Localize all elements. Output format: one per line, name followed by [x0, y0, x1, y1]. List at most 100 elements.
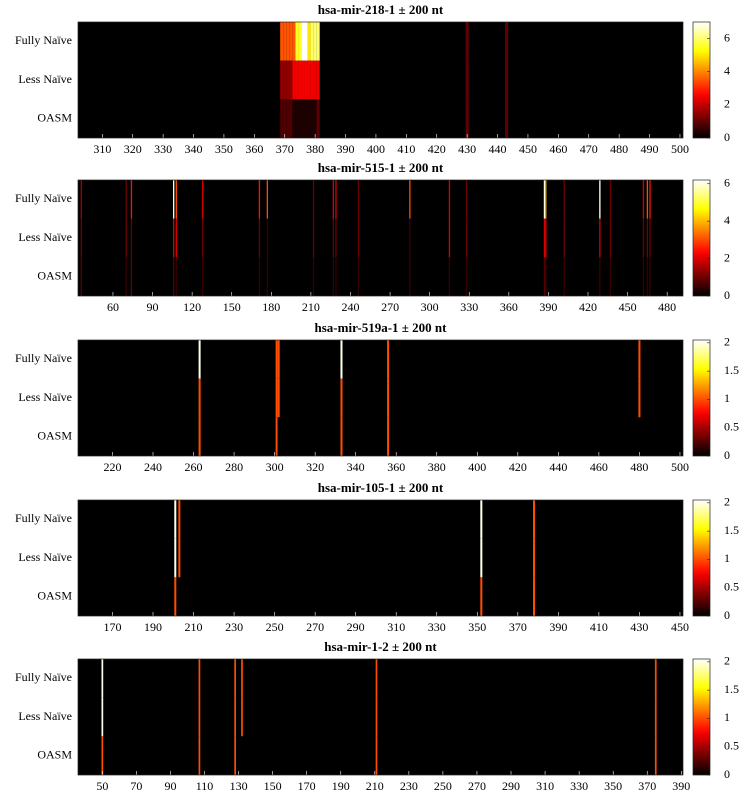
x-tick-label: 480	[610, 142, 628, 156]
x-tick-label: 330	[570, 779, 588, 793]
row-label: OASM	[37, 268, 72, 282]
x-tick-label: 420	[509, 460, 527, 474]
colorbar-tick-label: 0	[724, 608, 730, 622]
x-tick-label: 150	[264, 779, 282, 793]
x-tick-label: 170	[103, 620, 121, 634]
heatmap-cell	[174, 538, 177, 578]
x-tick-label: 430	[458, 142, 476, 156]
heatmap-cell	[277, 417, 280, 456]
x-tick-label: 310	[536, 779, 554, 793]
heatmap-cell	[316, 22, 320, 61]
x-tick-label: 60	[107, 300, 119, 314]
colorbar	[692, 21, 711, 139]
heatmap-cell	[409, 218, 411, 258]
colorbar-tick-label: 0.5	[724, 579, 739, 593]
heatmap-cell	[178, 538, 181, 578]
heatmap-cell	[654, 659, 657, 698]
heatmap-cell	[448, 257, 451, 296]
heatmap-background	[78, 340, 683, 456]
heatmap-cell	[609, 180, 612, 219]
heatmap-cell	[642, 257, 645, 296]
colorbar-tick-label: 6	[724, 175, 730, 189]
heatmap-cell	[307, 60, 311, 100]
x-tick-label: 180	[262, 300, 280, 314]
heatmap-cell	[599, 218, 601, 258]
x-tick-label: 470	[580, 142, 598, 156]
heatmap-background	[78, 500, 683, 616]
heatmap-cell	[312, 180, 315, 219]
chart-title: hsa-mir-218-1 ± 200 nt	[318, 2, 444, 17]
heatmap-cell	[387, 340, 390, 379]
x-tick-label: 380	[306, 142, 324, 156]
heatmap-cell	[335, 257, 337, 296]
heatmap-cell	[465, 22, 469, 61]
heatmap-cell	[642, 180, 645, 219]
heatmap-cell	[533, 500, 536, 539]
x-tick-label: 370	[638, 779, 656, 793]
x-tick-label: 390	[337, 142, 355, 156]
heatmap-cell	[301, 22, 305, 61]
x-tick-label: 500	[671, 460, 689, 474]
x-tick-label: 360	[500, 300, 518, 314]
heatmap-cell	[286, 60, 290, 100]
heatmap-cell	[258, 218, 261, 258]
x-tick-label: 310	[387, 620, 405, 634]
heatmap-cell	[316, 60, 320, 100]
colorbar-tick-label: 2	[724, 250, 730, 264]
colorbar-tick-label: 6	[724, 30, 730, 44]
row-label: Less Naïve	[18, 72, 72, 86]
heatmap-cell	[283, 22, 287, 61]
row-label: Less Naïve	[18, 709, 72, 723]
colorbar-tick-label: 2	[724, 335, 730, 349]
x-tick-label: 220	[103, 460, 121, 474]
row-label: Less Naïve	[18, 550, 72, 564]
heatmap-cell	[175, 257, 177, 296]
row-label: Fully Naïve	[15, 351, 72, 365]
heatmap-cell	[286, 99, 290, 138]
x-tick-label: 270	[381, 300, 399, 314]
x-tick-label: 240	[144, 460, 162, 474]
colorbar-tick-label: 2	[724, 495, 730, 509]
heatmap-cell	[266, 180, 269, 219]
x-tick-label: 440	[489, 142, 507, 156]
heatmap-cell	[241, 736, 243, 775]
heatmap-cell	[275, 378, 278, 418]
heatmap-cell	[125, 180, 127, 219]
heatmap-cell	[301, 60, 305, 100]
x-tick-label: 130	[230, 779, 248, 793]
heatmap-cell	[310, 22, 314, 61]
heatmap-cell	[304, 99, 308, 138]
chart-title: hsa-mir-105-1 ± 200 nt	[318, 480, 444, 495]
heatmap-cell	[313, 60, 317, 100]
chart-title: hsa-mir-519a-1 ± 200 nt	[315, 320, 448, 335]
heatmap-cell	[307, 22, 311, 61]
heatmap-cell	[101, 659, 104, 698]
heatmap-cell	[545, 180, 547, 219]
heatmap-cell	[543, 218, 546, 258]
heatmap-cell	[533, 538, 536, 578]
heatmap-cell	[125, 218, 127, 258]
x-tick-label: 300	[266, 460, 284, 474]
x-tick-label: 270	[306, 620, 324, 634]
x-tick-label: 250	[266, 620, 284, 634]
heatmap-cell	[301, 99, 305, 138]
heatmap-cell	[178, 500, 181, 539]
heatmap-cell	[505, 22, 509, 61]
heatmap-cell	[289, 22, 293, 61]
colorbar	[692, 658, 711, 776]
heatmap-cell	[646, 218, 649, 258]
heatmap-cell	[465, 180, 468, 219]
x-tick-label: 210	[185, 620, 203, 634]
x-tick-label: 370	[276, 142, 294, 156]
heatmap-cell	[335, 218, 337, 258]
heatmap-cell	[280, 99, 284, 138]
heatmap-cell	[340, 417, 343, 456]
heatmap-cell	[175, 180, 177, 219]
heatmap-cell	[280, 22, 284, 61]
heatmap-cell	[545, 218, 547, 258]
heatmap-cell	[275, 340, 278, 379]
heatmap-cell	[316, 99, 320, 138]
x-tick-label: 150	[223, 300, 241, 314]
x-tick-label: 120	[183, 300, 201, 314]
heatmap-cell	[283, 99, 287, 138]
